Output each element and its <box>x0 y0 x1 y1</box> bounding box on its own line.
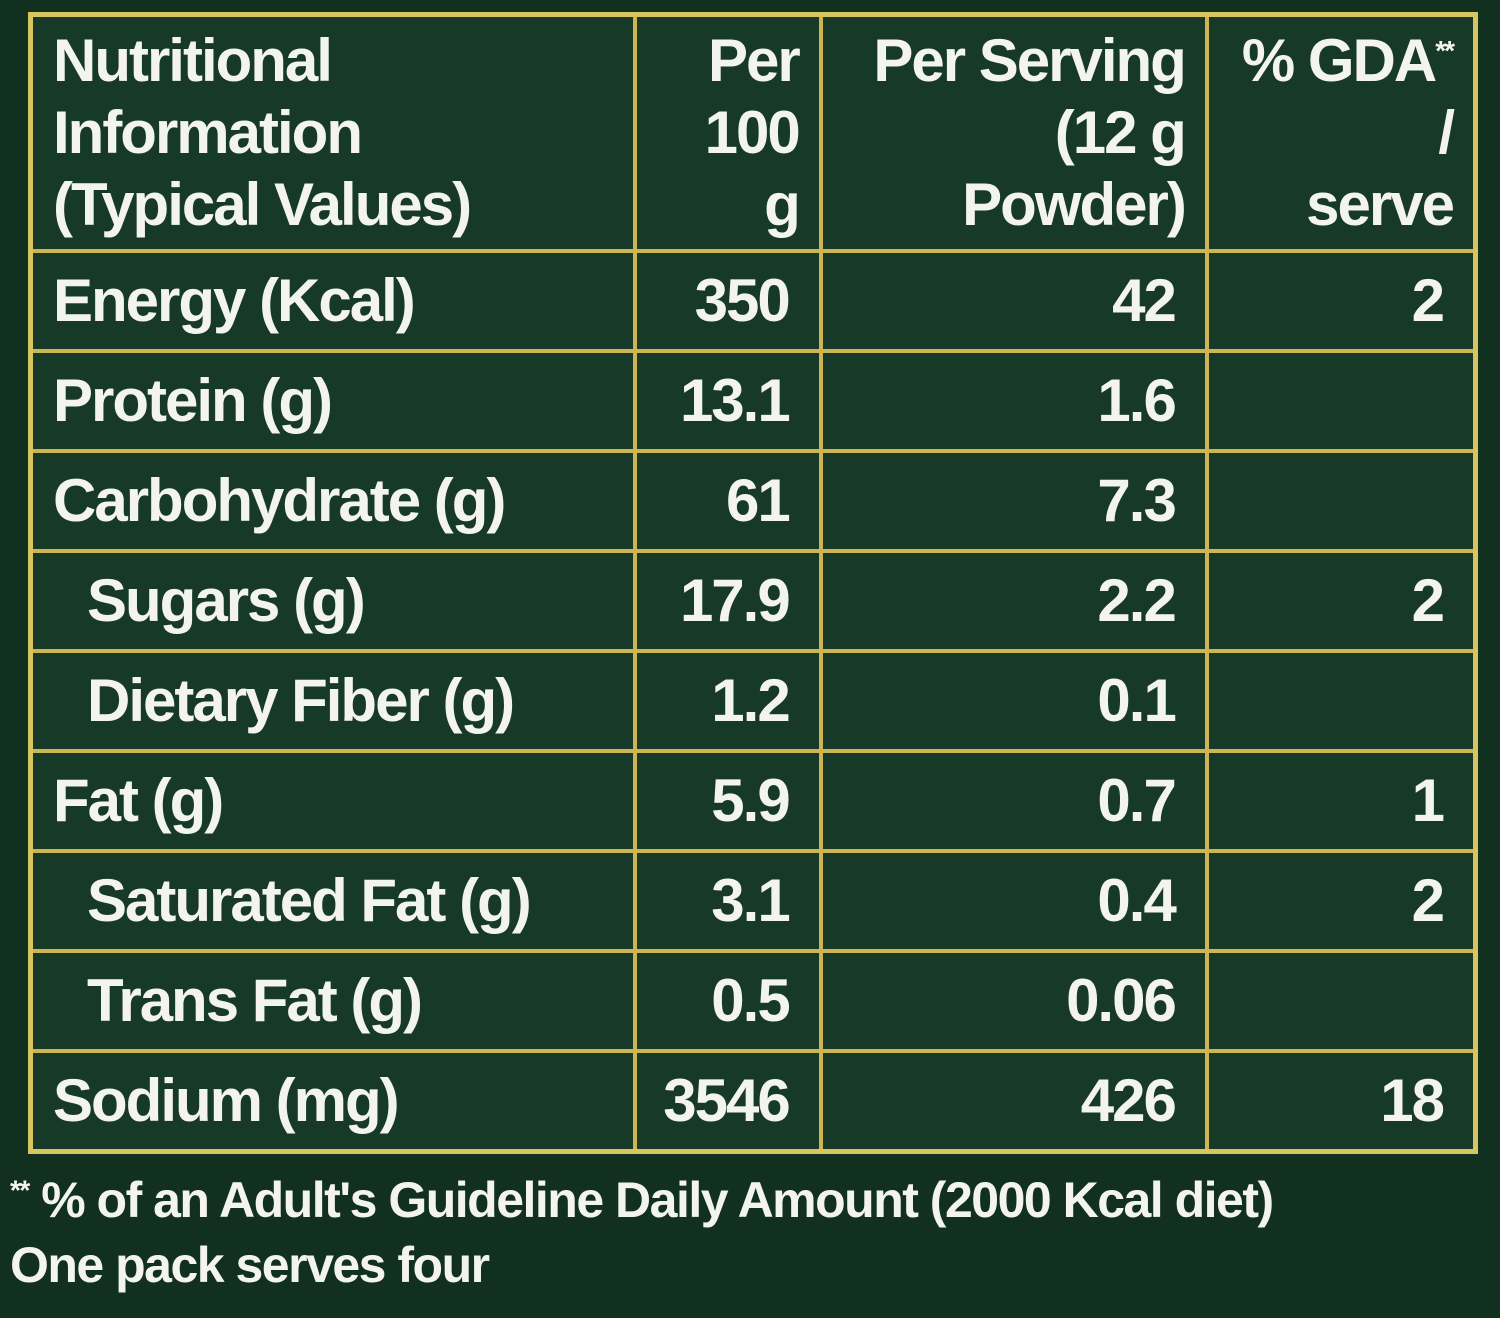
footnote: ** % of an Adult's Guideline Daily Amoun… <box>10 1168 1478 1298</box>
per-serving-value: 42 <box>818 249 1209 353</box>
table-row: Trans Fat (g) 0.5 0.06 <box>28 949 1478 1053</box>
header-per-serving: Per Serving (12 g Powder) <box>818 12 1209 253</box>
nutrient-name: Saturated Fat (g) <box>28 849 637 953</box>
nutrient-name: Sodium (mg) <box>28 1049 637 1154</box>
header-text: Per <box>707 27 801 94</box>
gda-value <box>1204 649 1478 753</box>
table-row: Sugars (g) 17.9 2.2 2 <box>28 549 1478 653</box>
footnote-serves: One pack serves four <box>10 1237 490 1293</box>
per-serving-value: 7.3 <box>818 449 1209 553</box>
header-gda-line1: % GDA** / <box>1229 25 1455 169</box>
per-100g-value: 0.5 <box>632 949 823 1053</box>
header-text: (12 g Powder) <box>962 99 1187 238</box>
per-100g-value: 5.9 <box>632 749 823 853</box>
nutrient-name: Protein (g) <box>28 349 637 453</box>
per-100g-value: 17.9 <box>632 549 823 653</box>
per-serving-value: 0.1 <box>818 649 1209 753</box>
header-gda: % GDA** / serve <box>1204 12 1478 253</box>
gda-value: 1 <box>1204 749 1478 853</box>
gda-value <box>1204 949 1478 1053</box>
gda-value: 18 <box>1204 1049 1478 1154</box>
per-serving-value: 0.7 <box>818 749 1209 853</box>
header-text: Nutritional Information <box>53 27 363 166</box>
gda-value: 2 <box>1204 549 1478 653</box>
header-nutrient: Nutritional Information (Typical Values) <box>28 12 637 253</box>
nutrient-name: Energy (Kcal) <box>28 249 637 353</box>
per-100g-value: 13.1 <box>632 349 823 453</box>
table-row: Carbohydrate (g) 61 7.3 <box>28 449 1478 553</box>
header-text: (Typical Values) <box>53 171 472 238</box>
nutrition-table: Nutritional Information (Typical Values) … <box>28 12 1478 1154</box>
gda-value <box>1204 349 1478 453</box>
header-row: Nutritional Information (Typical Values) … <box>28 12 1478 253</box>
nutrient-name: Fat (g) <box>28 749 637 853</box>
per-serving-value: 0.4 <box>818 849 1209 953</box>
header-text: serve <box>1306 171 1455 238</box>
nutrient-name: Trans Fat (g) <box>28 949 637 1053</box>
nutrient-name: Sugars (g) <box>28 549 637 653</box>
header-text: / <box>1438 99 1455 166</box>
table-row: Energy (Kcal) 350 42 2 <box>28 249 1478 353</box>
table-row: Fat (g) 5.9 0.7 1 <box>28 749 1478 853</box>
nutrient-name: Carbohydrate (g) <box>28 449 637 553</box>
per-100g-value: 350 <box>632 249 823 353</box>
per-100g-value: 61 <box>632 449 823 553</box>
per-100g-value: 3.1 <box>632 849 823 953</box>
per-serving-value: 426 <box>818 1049 1209 1154</box>
footnote-gda: % of an Adult's Guideline Daily Amount (… <box>28 1172 1274 1228</box>
per-serving-value: 1.6 <box>818 349 1209 453</box>
per-100g-value: 3546 <box>632 1049 823 1154</box>
per-serving-value: 0.06 <box>818 949 1209 1053</box>
gda-value: 2 <box>1204 249 1478 353</box>
footnote-line: ** % of an Adult's Guideline Daily Amoun… <box>10 1168 1478 1233</box>
per-serving-value: 2.2 <box>818 549 1209 653</box>
header-text: % GDA <box>1241 27 1437 94</box>
per-100g-value: 1.2 <box>632 649 823 753</box>
gda-value: 2 <box>1204 849 1478 953</box>
footnote-mark: ** <box>1435 35 1455 66</box>
nutrient-name: Dietary Fiber (g) <box>28 649 637 753</box>
footnote-mark: ** <box>10 1174 30 1206</box>
table-row: Sodium (mg) 3546 426 18 <box>28 1049 1478 1154</box>
table-row: Protein (g) 13.1 1.6 <box>28 349 1478 453</box>
table-row: Dietary Fiber (g) 1.2 0.1 <box>28 649 1478 753</box>
table-row: Saturated Fat (g) 3.1 0.4 2 <box>28 849 1478 953</box>
gda-value <box>1204 449 1478 553</box>
header-text: Per Serving <box>873 27 1187 94</box>
header-per-100g: Per 100 g <box>632 12 823 253</box>
header-text: 100 g <box>704 99 801 238</box>
